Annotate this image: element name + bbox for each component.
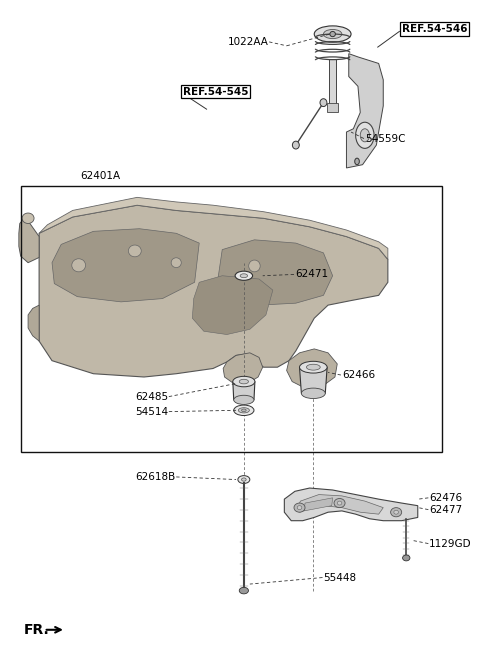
Bar	[329, 59, 336, 106]
Ellipse shape	[234, 405, 254, 415]
Text: 62618B: 62618B	[135, 472, 175, 482]
Polygon shape	[298, 495, 383, 514]
Text: 62471: 62471	[295, 270, 328, 279]
Polygon shape	[223, 353, 263, 384]
Polygon shape	[52, 229, 199, 302]
Ellipse shape	[241, 409, 246, 411]
Ellipse shape	[72, 258, 85, 272]
Text: 62477: 62477	[429, 504, 462, 514]
Ellipse shape	[360, 129, 370, 142]
Polygon shape	[287, 349, 337, 388]
Polygon shape	[217, 240, 333, 305]
Ellipse shape	[22, 213, 34, 224]
Ellipse shape	[239, 407, 250, 413]
Polygon shape	[304, 498, 333, 511]
Polygon shape	[19, 217, 39, 262]
Ellipse shape	[391, 508, 402, 517]
Ellipse shape	[235, 271, 252, 280]
Polygon shape	[347, 54, 383, 168]
Text: FR.: FR.	[24, 623, 49, 637]
Polygon shape	[192, 276, 273, 335]
Bar	[21, 186, 442, 452]
Text: 62466: 62466	[342, 370, 375, 380]
Text: 62485: 62485	[135, 392, 168, 401]
Ellipse shape	[324, 30, 342, 39]
Text: 54559C: 54559C	[365, 134, 405, 144]
Ellipse shape	[337, 501, 342, 505]
Ellipse shape	[249, 260, 260, 272]
Ellipse shape	[292, 141, 300, 149]
Polygon shape	[28, 305, 39, 341]
Text: 1022AA: 1022AA	[228, 37, 268, 47]
Ellipse shape	[330, 31, 336, 37]
Ellipse shape	[297, 506, 302, 510]
Ellipse shape	[301, 388, 325, 399]
Ellipse shape	[355, 158, 360, 165]
Ellipse shape	[334, 499, 345, 508]
Ellipse shape	[238, 476, 250, 483]
Ellipse shape	[239, 587, 249, 594]
Text: 62476: 62476	[429, 493, 462, 503]
Ellipse shape	[233, 377, 255, 387]
Ellipse shape	[300, 361, 327, 373]
Polygon shape	[300, 367, 327, 394]
Ellipse shape	[234, 396, 254, 405]
Polygon shape	[233, 382, 255, 400]
Ellipse shape	[314, 26, 351, 42]
Ellipse shape	[239, 379, 249, 384]
Polygon shape	[284, 488, 418, 521]
Text: REF.54-546: REF.54-546	[402, 24, 467, 34]
Text: 55448: 55448	[324, 573, 357, 583]
Ellipse shape	[240, 274, 248, 277]
Ellipse shape	[294, 503, 305, 512]
Text: 62401A: 62401A	[81, 171, 120, 182]
Ellipse shape	[394, 510, 398, 514]
Text: 54514: 54514	[135, 407, 168, 417]
Ellipse shape	[356, 122, 374, 148]
Polygon shape	[39, 197, 388, 259]
Ellipse shape	[241, 478, 246, 482]
Ellipse shape	[320, 98, 327, 106]
Ellipse shape	[306, 364, 320, 370]
Bar	[327, 103, 338, 112]
Polygon shape	[39, 205, 388, 377]
Text: 1129GD: 1129GD	[429, 539, 472, 548]
Text: REF.54-545: REF.54-545	[183, 87, 249, 96]
Ellipse shape	[171, 258, 181, 268]
Ellipse shape	[128, 245, 141, 256]
Ellipse shape	[403, 555, 410, 561]
